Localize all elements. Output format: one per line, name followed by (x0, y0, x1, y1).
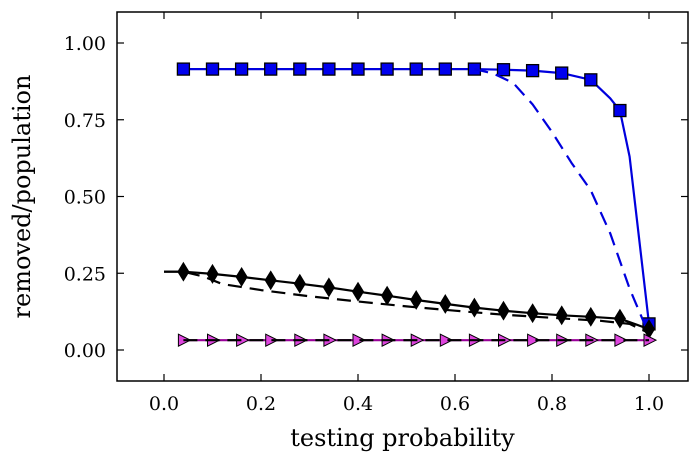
data-point (584, 306, 597, 327)
data-point (613, 103, 627, 118)
data-point (555, 305, 568, 326)
data-point (264, 270, 277, 291)
data-point (293, 273, 306, 294)
data-point (555, 66, 569, 80)
data-point (352, 333, 367, 347)
chart-marks (164, 62, 658, 347)
y-tick-label: 0.75 (64, 110, 106, 132)
data-point (176, 62, 191, 76)
x-tick-label: 0.6 (440, 393, 470, 415)
data-point (293, 62, 307, 76)
x-tick-label: 0.4 (343, 393, 373, 415)
series-line (183, 67, 651, 325)
x-tick-label: 0.8 (537, 393, 567, 415)
data-point (496, 63, 511, 77)
y-tick-label: 1.00 (64, 33, 106, 55)
series-2 (164, 261, 656, 340)
data-point (438, 62, 452, 76)
data-point (235, 266, 248, 287)
series-line (474, 68, 651, 336)
series-line (164, 270, 650, 335)
y-tick-label: 0.00 (64, 340, 106, 362)
series-0 (176, 62, 656, 331)
y-tick-label: 0.50 (64, 187, 106, 209)
data-point (234, 62, 249, 76)
data-point (613, 308, 626, 329)
data-point (205, 62, 220, 76)
data-point (497, 300, 510, 321)
data-point (351, 62, 365, 76)
y-axis-label: removed/population (8, 75, 36, 319)
data-point (177, 261, 190, 282)
data-point (643, 333, 658, 347)
data-point (322, 62, 336, 76)
data-point (351, 281, 365, 302)
data-point (410, 290, 423, 310)
data-point (584, 73, 598, 87)
data-point (526, 303, 539, 324)
data-point (467, 62, 482, 76)
x-tick-label: 1.0 (634, 393, 664, 415)
y-tick-label: 0.25 (64, 263, 106, 285)
data-point (264, 62, 278, 76)
series-1 (474, 68, 651, 336)
series-line (164, 270, 650, 331)
data-point (322, 277, 335, 298)
data-point (439, 333, 454, 347)
data-point (439, 293, 452, 314)
x-tick-label: 0.2 (246, 393, 276, 415)
data-point (409, 62, 423, 76)
data-point (468, 297, 481, 318)
x-tick-label: 0.0 (149, 393, 179, 415)
data-point (527, 333, 541, 347)
data-point (380, 62, 394, 76)
data-point (381, 285, 394, 306)
plot-frame (116, 11, 689, 382)
axis-ticks: 0.0 0.2 0.4 0.6 0.8 1.0 0.00 0.25 0.50 0.75 1.00 (64, 12, 688, 415)
data-point (525, 63, 540, 78)
series-3 (164, 270, 650, 335)
x-axis-label: testing probability (290, 424, 515, 452)
